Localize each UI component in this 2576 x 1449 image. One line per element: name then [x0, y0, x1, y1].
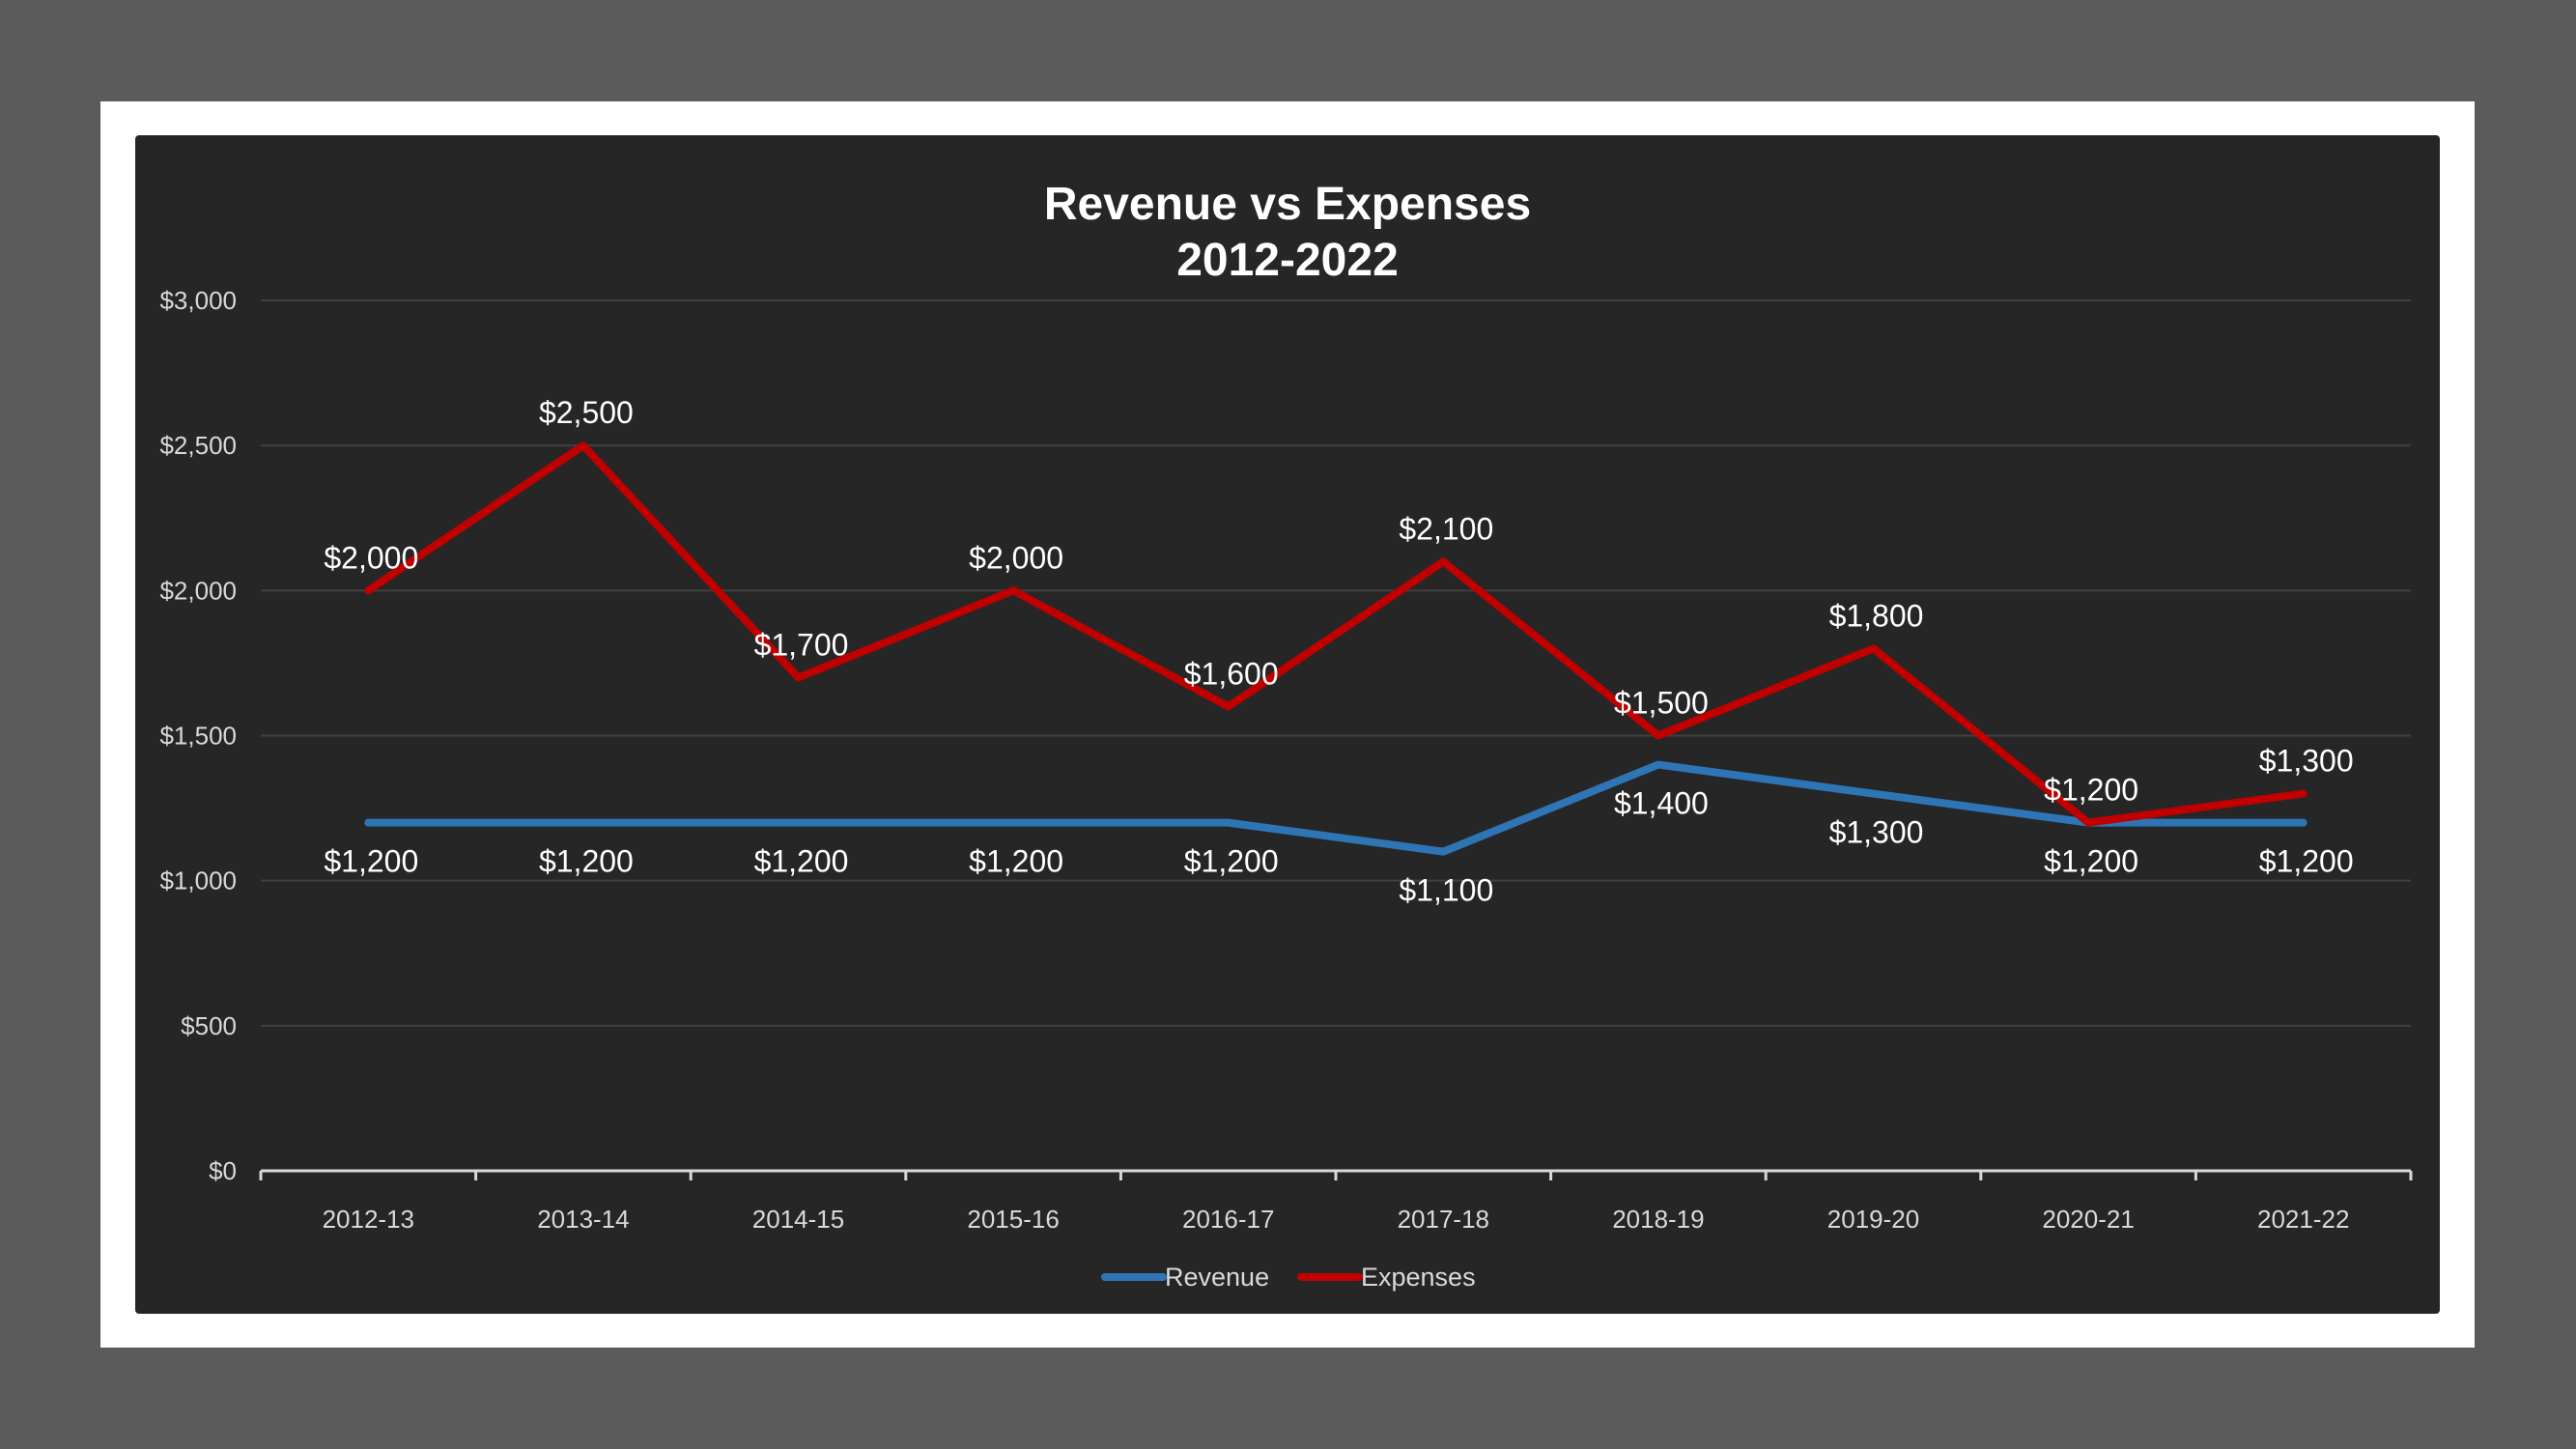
data-label-expenses: $1,300 [2259, 744, 2354, 779]
data-label-revenue: $1,200 [2259, 844, 2354, 879]
y-tick-label: $1,500 [159, 722, 237, 751]
legend-label-revenue: Revenue [1165, 1263, 1269, 1292]
chart-area: Revenue vs Expenses 2012-2022 $0 $500 $1,0… [135, 135, 2440, 1314]
legend-label-expenses: Expenses [1361, 1263, 1476, 1292]
data-label-expenses: $2,000 [969, 540, 1063, 575]
y-tick-label: $0 [209, 1156, 237, 1185]
line-chart: Revenue vs Expenses 2012-2022 $0 $500 $1,0… [159, 179, 2413, 1292]
data-label-revenue: $1,200 [1184, 844, 1279, 879]
y-tick-label: $3,000 [159, 286, 237, 315]
x-tick-label: 2018-19 [1612, 1205, 1704, 1234]
y-axis-ticks: $0 $500 $1,000 $1,500 $2,000 $2,500 $3,000 [159, 286, 237, 1185]
series-line-expenses [364, 441, 2307, 827]
chart-title: Revenue vs Expenses [1044, 179, 1531, 230]
legend: Revenue Expenses [1101, 1263, 1476, 1292]
data-label-revenue: $1,100 [1399, 873, 1493, 908]
x-tick-label: 2014-15 [752, 1205, 844, 1234]
series-line-revenue [364, 760, 2307, 856]
x-tick-label: 2017-18 [1398, 1205, 1489, 1234]
data-label-revenue: $1,200 [324, 844, 418, 879]
x-axis-ticks: 2012-13 2013-14 2014-15 2015-16 2016-17 2017-… [323, 1205, 2350, 1234]
x-tick-label: 2012-13 [323, 1205, 414, 1234]
x-tick-label: 2020-21 [2042, 1205, 2134, 1234]
data-label-revenue: $1,200 [539, 844, 634, 879]
data-label-revenue: $1,300 [1829, 815, 1924, 850]
data-label-revenue: $1,200 [969, 844, 1063, 879]
chart-subtitle: 2012-2022 [1176, 235, 1399, 286]
x-tick-label: 2015-16 [967, 1205, 1059, 1234]
data-label-expenses: $1,200 [2044, 773, 2138, 808]
data-label-expenses: $1,500 [1614, 686, 1709, 721]
data-labels: $1,200 $1,200 $1,200 $1,200 $1,200 $1,100 $1,4… [324, 395, 2353, 907]
data-label-expenses: $2,500 [539, 395, 634, 430]
x-axis [259, 1169, 2413, 1180]
data-label-expenses: $1,700 [754, 627, 849, 662]
y-tick-label: $1,000 [159, 867, 237, 895]
x-tick-label: 2013-14 [537, 1205, 629, 1234]
y-tick-label: $2,500 [159, 431, 237, 460]
y-tick-label: $2,000 [159, 576, 237, 605]
y-tick-label: $500 [181, 1011, 237, 1040]
gridlines [261, 299, 2411, 1027]
data-label-expenses: $2,100 [1399, 511, 1493, 546]
data-label-expenses: $2,000 [324, 540, 418, 575]
data-label-expenses: $1,600 [1184, 656, 1279, 691]
chart-frame: Revenue vs Expenses 2012-2022 $0 $500 $1,0… [100, 101, 2475, 1348]
data-label-revenue: $1,400 [1614, 786, 1709, 821]
data-label-revenue: $1,200 [754, 844, 849, 879]
x-tick-label: 2021-22 [2257, 1205, 2349, 1234]
x-tick-label: 2019-20 [1827, 1205, 1919, 1234]
data-label-revenue: $1,200 [2044, 844, 2138, 879]
series [364, 441, 2307, 856]
x-tick-label: 2016-17 [1182, 1205, 1274, 1234]
data-label-expenses: $1,800 [1829, 598, 1924, 633]
